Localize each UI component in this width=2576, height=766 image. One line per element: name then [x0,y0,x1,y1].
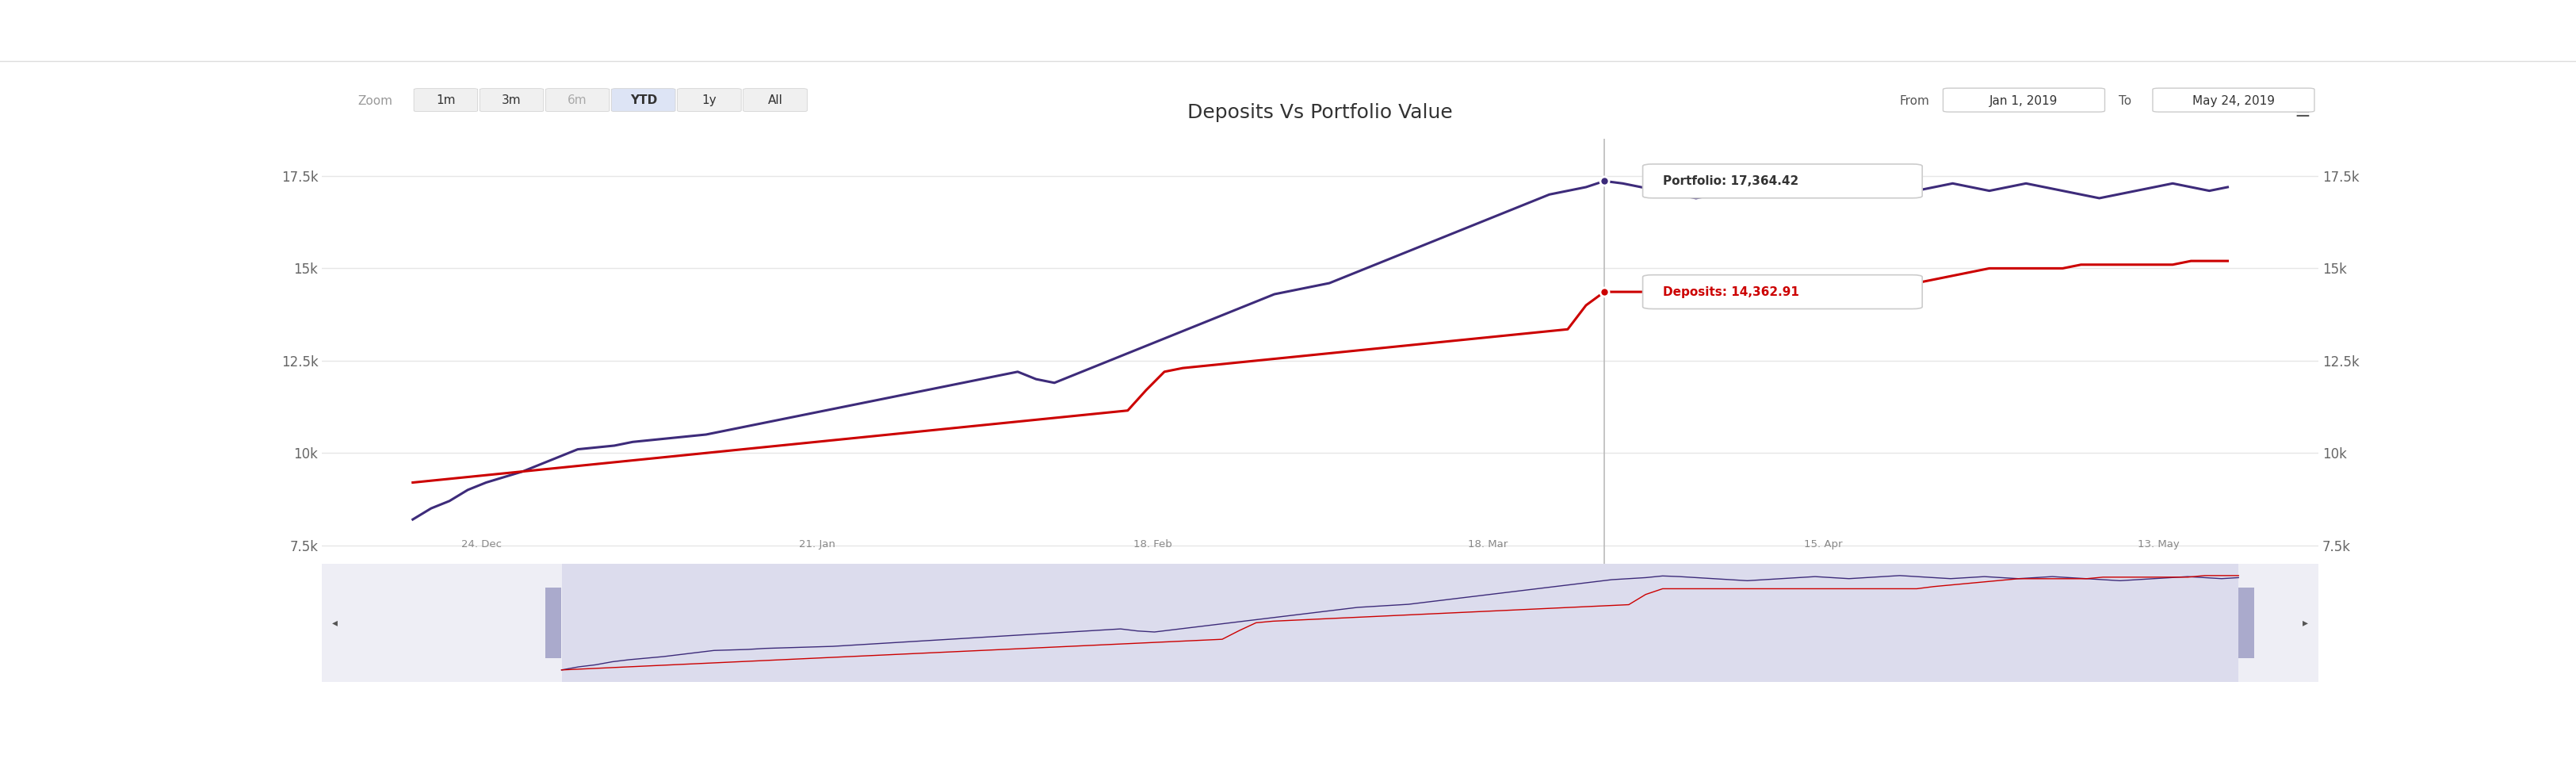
FancyBboxPatch shape [546,89,611,112]
FancyBboxPatch shape [1942,88,2105,112]
FancyBboxPatch shape [479,89,544,112]
Text: 18. Feb: 18. Feb [1133,539,1172,550]
FancyBboxPatch shape [611,89,675,112]
Bar [562,564,2239,682]
FancyBboxPatch shape [1507,571,1777,599]
Bar [2239,588,2254,658]
FancyBboxPatch shape [744,89,806,112]
Text: Friday, Apr 26, 07:00: Friday, Apr 26, 07:00 [1574,579,1690,591]
FancyBboxPatch shape [415,89,477,112]
Text: 21. Jan: 21. Jan [799,539,835,550]
Text: To: To [2117,95,2130,106]
Text: ≡: ≡ [2293,103,2311,122]
Text: Deposits Vs Portfolio Value: Deposits Vs Portfolio Value [1188,103,1453,122]
Text: Deposits Vs Portfolio Value Timeline: Deposits Vs Portfolio Value Timeline [353,106,760,125]
Text: YTD: YTD [631,94,657,106]
Text: ▾: ▾ [2280,106,2287,125]
Text: May 24, 2019: May 24, 2019 [2192,95,2275,106]
Text: Jan 1, 2019: Jan 1, 2019 [1989,95,2058,106]
Text: 1m: 1m [435,94,456,106]
Text: All: All [768,94,783,106]
FancyBboxPatch shape [1643,275,1922,309]
Text: Highcharts.com: Highcharts.com [2236,615,2313,625]
FancyBboxPatch shape [677,89,742,112]
Text: 1y: 1y [701,94,716,106]
Text: 3m: 3m [502,94,520,106]
Text: Deposits: 14,362.91: Deposits: 14,362.91 [1662,286,1798,298]
Text: Zoom: Zoom [358,95,392,106]
Text: 15. Apr: 15. Apr [1803,539,1842,550]
Text: 6m: 6m [567,94,587,106]
Text: ◂: ◂ [332,617,337,628]
Text: ▸: ▸ [2303,617,2308,628]
FancyBboxPatch shape [1643,164,1922,198]
Text: 24. Dec: 24. Dec [461,539,502,550]
Bar [546,588,562,658]
Text: Portfolio: 17,364.42: Portfolio: 17,364.42 [1662,175,1798,187]
FancyBboxPatch shape [2154,88,2313,112]
Text: 18. Mar: 18. Mar [1468,539,1507,550]
Text: 13. May: 13. May [2138,539,2179,550]
Text: From: From [1899,95,1929,106]
